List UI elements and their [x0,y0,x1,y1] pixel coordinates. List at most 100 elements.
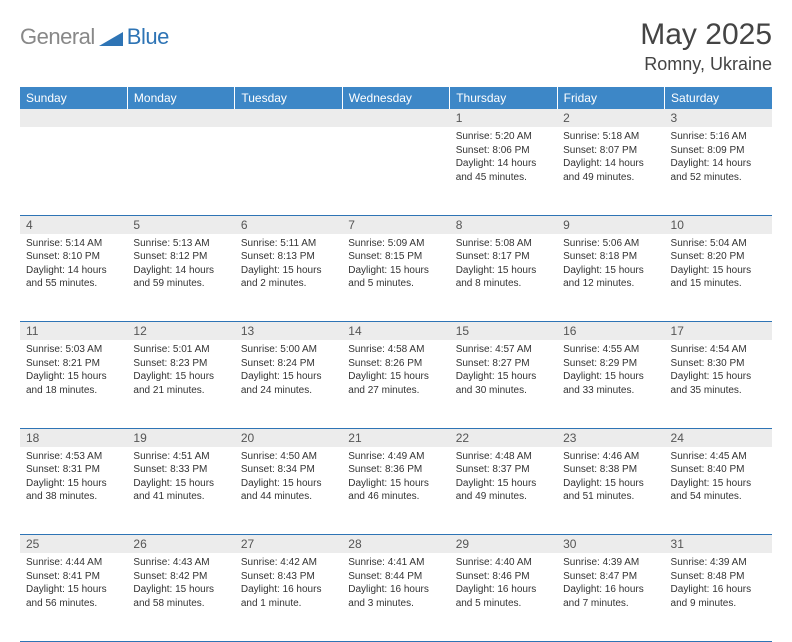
sunrise-text: Sunrise: 4:50 AM [241,450,336,464]
day-number-row: 25262728293031 [20,535,772,554]
day-number-cell [127,109,234,127]
day-cell-body: Sunrise: 4:57 AMSunset: 8:27 PMDaylight:… [450,340,557,401]
day-cell-body: Sunrise: 4:49 AMSunset: 8:36 PMDaylight:… [342,447,449,508]
day-number-cell: 22 [450,428,557,447]
sunrise-text: Sunrise: 5:18 AM [563,130,658,144]
day-number-cell: 15 [450,322,557,341]
day-cell: Sunrise: 5:01 AMSunset: 8:23 PMDaylight:… [127,340,234,428]
daylight-text: Daylight: 15 hours and 44 minutes. [241,477,336,504]
daylight-text: Daylight: 15 hours and 5 minutes. [348,264,443,291]
day-number-cell: 30 [557,535,664,554]
day-cell-body: Sunrise: 5:01 AMSunset: 8:23 PMDaylight:… [127,340,234,401]
day-cell: Sunrise: 5:04 AMSunset: 8:20 PMDaylight:… [665,234,772,322]
day-cell: Sunrise: 4:51 AMSunset: 8:33 PMDaylight:… [127,447,234,535]
day-number-cell: 27 [235,535,342,554]
location: Romny, Ukraine [640,54,772,75]
sunset-text: Sunset: 8:33 PM [133,463,228,477]
sunrise-text: Sunrise: 4:58 AM [348,343,443,357]
daylight-text: Daylight: 15 hours and 21 minutes. [133,370,228,397]
sunset-text: Sunset: 8:44 PM [348,570,443,584]
sunset-text: Sunset: 8:34 PM [241,463,336,477]
daylight-text: Daylight: 15 hours and 2 minutes. [241,264,336,291]
day-cell: Sunrise: 5:06 AMSunset: 8:18 PMDaylight:… [557,234,664,322]
day-content-row: Sunrise: 5:14 AMSunset: 8:10 PM Daylight:… [20,234,772,322]
sunset-text: Sunset: 8:30 PM [671,357,766,371]
calendar-table: Sunday Monday Tuesday Wednesday Thursday… [20,87,772,642]
day-number-cell [342,109,449,127]
day-number-cell: 16 [557,322,664,341]
sunrise-text: Sunrise: 4:49 AM [348,450,443,464]
daylight-text: Daylight: 15 hours and 41 minutes. [133,477,228,504]
daylight-text: Daylight: 14 hours and 59 minutes. [133,264,228,291]
day-cell-body: Sunrise: 4:46 AMSunset: 8:38 PMDaylight:… [557,447,664,508]
header: General Blue May 2025 Romny, Ukraine [20,18,772,75]
day-cell-body: Sunrise: 5:16 AMSunset: 8:09 PMDaylight:… [665,127,772,188]
sunrise-text: Sunrise: 4:54 AM [671,343,766,357]
daylight-text: Daylight: 14 hours and 52 minutes. [671,157,766,184]
calendar-body: 123Sunrise: 5:20 AMSunset: 8:06 PMDaylig… [20,109,772,641]
sunrise-text: Sunrise: 4:44 AM [26,556,121,570]
day-cell [342,127,449,215]
sunset-text: Sunset: 8:20 PM [671,250,766,264]
sunset-text: Sunset: 8:23 PM [133,357,228,371]
day-content-row: Sunrise: 4:53 AMSunset: 8:31 PMDaylight:… [20,447,772,535]
day-cell-body: Sunrise: 5:11 AMSunset: 8:13 PMDaylight:… [235,234,342,295]
title-block: May 2025 Romny, Ukraine [640,18,772,75]
day-number-cell: 14 [342,322,449,341]
sunrise-text: Sunrise: 5:11 AM [241,237,336,251]
day-cell: Sunrise: 4:55 AMSunset: 8:29 PMDaylight:… [557,340,664,428]
day-cell: Sunrise: 4:58 AMSunset: 8:26 PMDaylight:… [342,340,449,428]
sunset-text: Sunset: 8:38 PM [563,463,658,477]
sunset-text: Sunset: 8:46 PM [456,570,551,584]
sunset-text: Sunset: 8:41 PM [26,570,121,584]
day-cell: Sunrise: 4:42 AMSunset: 8:43 PMDaylight:… [235,553,342,641]
logo-word2: Blue [127,24,169,50]
day-number-cell: 17 [665,322,772,341]
sunset-text: Sunset: 8:17 PM [456,250,551,264]
day-header: Monday [127,87,234,109]
daylight-text: Daylight: 15 hours and 54 minutes. [671,477,766,504]
day-cell: Sunrise: 4:39 AMSunset: 8:48 PMDaylight:… [665,553,772,641]
day-cell-body: Sunrise: 5:00 AMSunset: 8:24 PMDaylight:… [235,340,342,401]
sunrise-text: Sunrise: 5:13 AM [133,237,228,251]
day-cell-body: Sunrise: 5:06 AMSunset: 8:18 PMDaylight:… [557,234,664,295]
day-header: Friday [557,87,664,109]
daylight-text: Daylight: 15 hours and 24 minutes. [241,370,336,397]
calendar-page: General Blue May 2025 Romny, Ukraine Sun… [0,0,792,642]
sunset-text: Sunset: 8:43 PM [241,570,336,584]
sunrise-text: Sunrise: 4:43 AM [133,556,228,570]
day-content-row: Sunrise: 4:44 AMSunset: 8:41 PM Daylight:… [20,553,772,641]
day-number-cell: 23 [557,428,664,447]
day-cell-body: Sunrise: 4:58 AMSunset: 8:26 PMDaylight:… [342,340,449,401]
day-cell-body: Sunrise: 5:09 AMSunset: 8:15 PMDaylight:… [342,234,449,295]
day-header: Wednesday [342,87,449,109]
daylight-text: Daylight: 16 hours and 9 minutes. [671,583,766,610]
day-header: Thursday [450,87,557,109]
daylight-text: Daylight: 15 hours and 38 minutes. [26,477,121,504]
daylight-text: Daylight: 16 hours and 1 minute. [241,583,336,610]
sunrise-text: Sunrise: 4:45 AM [671,450,766,464]
sunset-text: Sunset: 8:40 PM [671,463,766,477]
day-number-row: 18192021222324 [20,428,772,447]
day-cell: Sunrise: 4:49 AMSunset: 8:36 PMDaylight:… [342,447,449,535]
day-number-cell: 5 [127,215,234,234]
sunrise-text: Sunrise: 5:01 AM [133,343,228,357]
day-number-cell: 4 [20,215,127,234]
day-cell: Sunrise: 5:14 AMSunset: 8:10 PMDaylight:… [20,234,127,322]
logo-word1: General [20,24,95,50]
day-number-cell: 2 [557,109,664,127]
day-cell [127,127,234,215]
sunrise-text: Sunrise: 5:16 AM [671,130,766,144]
sunrise-text: Sunrise: 5:00 AM [241,343,336,357]
sunset-text: Sunset: 8:13 PM [241,250,336,264]
day-number-cell [235,109,342,127]
sunrise-text: Sunrise: 4:57 AM [456,343,551,357]
daylight-text: Daylight: 15 hours and 18 minutes. [26,370,121,397]
daylight-text: Daylight: 16 hours and 5 minutes. [456,583,551,610]
sunset-text: Sunset: 8:10 PM [26,250,121,264]
day-cell: Sunrise: 5:18 AMSunset: 8:07 PMDaylight:… [557,127,664,215]
day-cell: Sunrise: 5:20 AMSunset: 8:06 PMDaylight:… [450,127,557,215]
sunrise-text: Sunrise: 5:14 AM [26,237,121,251]
day-cell: Sunrise: 4:45 AMSunset: 8:40 PMDaylight:… [665,447,772,535]
day-number-cell: 28 [342,535,449,554]
